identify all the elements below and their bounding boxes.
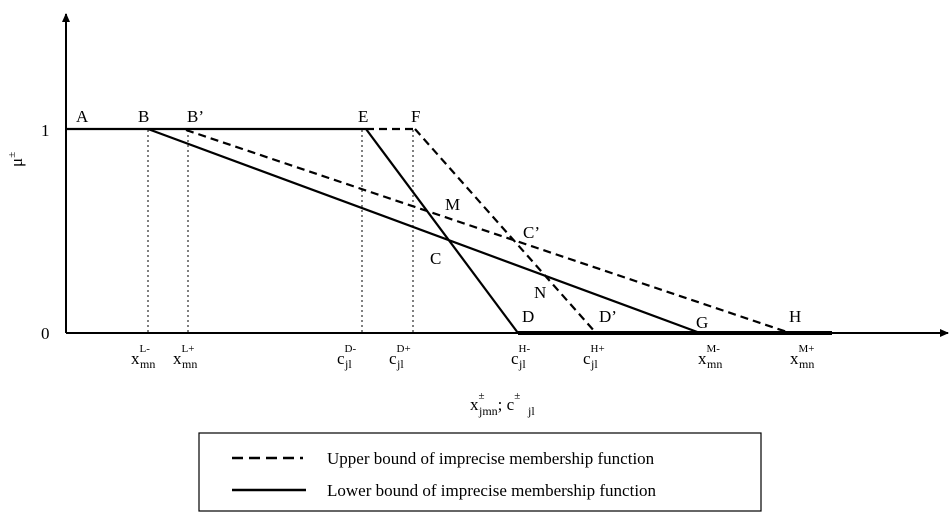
point-label-H: H: [789, 307, 801, 326]
point-label-Cprime: C’: [523, 223, 540, 242]
point-label-A: A: [76, 107, 89, 126]
x-tick-xL-plus: xL+ mn: [173, 343, 197, 371]
point-label-B: B: [138, 107, 149, 126]
x-tick-cD-plus: cD+ jl: [389, 343, 411, 371]
point-label-N: N: [534, 283, 546, 302]
upper-Bprime-H: [185, 128, 791, 335]
lower-E-D: [365, 128, 519, 334]
point-label-G: G: [696, 313, 708, 332]
x-tick-cH-plus: cH+ jl: [583, 343, 605, 371]
point-label-E: E: [358, 107, 368, 126]
dotted-guides: [147, 130, 414, 333]
legend-upper-label: Upper bound of imprecise membership func…: [327, 449, 655, 468]
x-tick-cD-minus: cD-jl: [337, 343, 356, 371]
x-tick-labels: xL-mn xL+ mn cD-jl cD+ jl cH-jl cH+ jl xM-m…: [131, 343, 814, 371]
lower-B-G: [147, 127, 701, 335]
legend: Upper bound of imprecise membership func…: [198, 432, 762, 512]
point-label-F: F: [411, 107, 420, 126]
upper-bound-curve: [185, 127, 791, 335]
x-axis-title: x± jmn; c±jl: [470, 390, 535, 418]
point-label-D: D: [522, 307, 534, 326]
y-tick-0: 0: [41, 324, 50, 343]
y-tick-1: 1: [41, 121, 50, 140]
point-label-Bprime: B’: [187, 107, 204, 126]
point-label-Dprime: D’: [599, 307, 617, 326]
y-axis-label: μ±: [6, 152, 26, 167]
legend-lower-label: Lower bound of imprecise membership func…: [327, 481, 657, 500]
x-tick-xM-plus: xM+ mn: [790, 343, 814, 371]
point-label-M: M: [445, 195, 460, 214]
x-tick-cH-minus: cH-jl: [511, 343, 530, 371]
legend-box: [198, 432, 762, 512]
x-tick-xL-minus: xL-mn: [131, 343, 155, 371]
x-tick-xM-minus: xM-mn: [698, 343, 722, 371]
upper-F-Dprime: [414, 128, 597, 334]
point-label-C: C: [430, 249, 441, 268]
lower-bound-curve: [66, 127, 832, 335]
